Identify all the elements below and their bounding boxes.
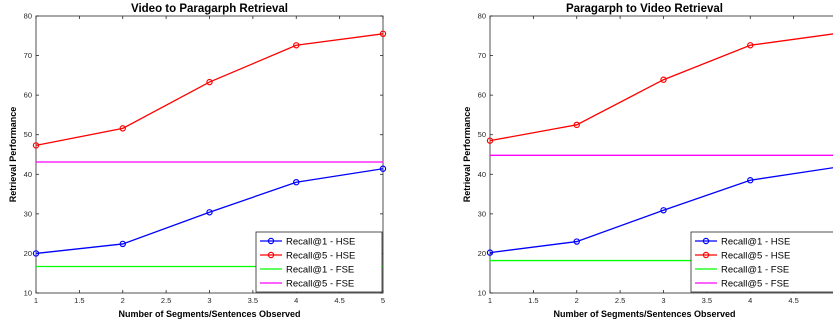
y-tick-label: 70 [478,51,486,60]
y-tick-label: 60 [478,91,486,100]
y-tick-label: 50 [478,130,486,139]
y-axis-label: Retrieval Performance [462,107,472,203]
x-axis-label: Number of Segments/Sentences Observed [118,309,300,319]
series-2-point [293,42,300,49]
legend-swatch-marker [267,237,275,245]
x-tick-label: 1.5 [528,296,538,305]
chart-panel-1: Video to Paragarph Retrieval 1 1.5 2 2.5 3 3.5… [8,3,387,319]
series-1-point [379,165,387,172]
chart-panel-2: Paragarph to Video Retrieval 1 1.5 2 2.5 3 3.5… [462,3,833,319]
series-2-point [573,121,580,129]
legend-box [255,231,383,293]
series-1-point [486,249,494,256]
series-2-point [119,125,126,132]
legend-entry-label: Recall@1 - FSE [286,265,354,276]
series-1-point [293,178,300,186]
series-2-point [32,142,40,149]
y-tick-label: 20 [478,249,486,258]
legend-entry-label: Recall@5 - FSE [721,279,789,290]
y-tick-label: 40 [478,170,486,179]
legend-entry-label: Recall@5 - FSE [286,279,354,290]
x-tick-label: 5 [381,296,385,305]
legend: Recall@1 - HSE Recall@5 - HSE Recall@1 - F… [255,231,383,293]
series-1-point [660,207,667,214]
legend-box [690,231,833,293]
series-line-2 [489,33,833,142]
y-tick-label: 70 [24,51,32,60]
series-line-2 [35,33,384,147]
series-1-point [206,209,213,216]
legend-swatch-marker [702,237,710,245]
legend-entry-label: Recall@1 - HSE [721,237,790,248]
x-tick-label: 3 [661,296,665,305]
x-tick-label: 1 [34,296,38,305]
legend-entry-label: Recall@5 - HSE [721,251,790,262]
y-tick-label: 20 [24,249,32,258]
y-tick-label: 30 [478,209,486,218]
x-tick-label: 1 [488,296,492,305]
legend-swatch-marker [267,251,275,259]
x-tick-label: 3.5 [702,296,712,305]
series-1-point [573,238,580,245]
series-2-point [747,42,754,49]
legend-entry-label: Recall@1 - FSE [721,265,789,276]
y-tick-label: 80 [24,12,32,21]
chart-title: Video to Paragarph Retrieval [131,3,288,15]
y-tick-label: 10 [478,289,486,298]
series-1-point [747,177,754,184]
series-1-point [119,240,126,248]
series-2-point [486,137,494,144]
y-tick-label: 60 [24,91,32,100]
x-tick-label: 4 [748,296,752,305]
legend: Recall@1 - HSE Recall@5 - HSE Recall@1 - F… [690,231,833,293]
y-tick-label: 30 [24,209,32,218]
x-tick-label: 3 [207,296,211,305]
x-tick-label: 4.5 [788,296,798,305]
chart-title: Paragarph to Video Retrieval [566,3,723,15]
y-axis-label: Retrieval Performance [8,107,18,203]
x-tick-label: 2.5 [615,296,625,305]
y-tick-label: 10 [24,289,32,298]
x-tick-label: 4 [294,296,298,305]
x-tick-label: 1.5 [74,296,84,305]
legend-entry-label: Recall@1 - HSE [286,237,355,248]
series-2-point [379,30,387,38]
series-2-point [660,76,667,83]
series-1-point [32,250,40,257]
x-tick-label: 2.5 [161,296,171,305]
series-line-1 [489,167,833,254]
series-2-point [206,78,213,86]
x-tick-label: 4.5 [334,296,344,305]
x-tick-label: 2 [121,296,125,305]
x-axis-label: Number of Segments/Sentences Observed [553,309,735,319]
x-tick-label: 3.5 [248,296,258,305]
series-line-1 [35,168,384,255]
y-tick-label: 50 [24,130,32,139]
x-tick-label: 2 [575,296,579,305]
legend-swatch-marker [702,251,710,259]
y-tick-label: 80 [478,12,486,21]
legend-entry-label: Recall@5 - HSE [286,251,355,262]
y-tick-label: 40 [24,170,32,179]
